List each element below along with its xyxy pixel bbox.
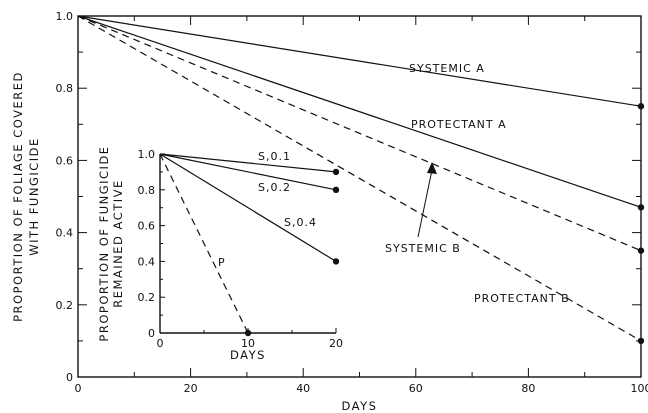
series-line: [77, 15, 642, 252]
y-axis-title-line2: WITH FUNGICIDE: [27, 137, 41, 256]
y-tick-label: 0.2: [56, 299, 74, 312]
y-axis-title-line1: PROPORTION OF FOLIAGE COVERED: [11, 71, 25, 322]
series-endpoint: [637, 204, 645, 211]
inset-x-axis-title: DAYS: [230, 348, 266, 362]
inset-series-endpoint: [332, 186, 340, 193]
inset-x-tick-label: 10: [241, 337, 255, 350]
x-tick-label: 20: [184, 382, 198, 395]
inset-y-tick-label: 0.4: [138, 255, 156, 268]
inset-series-label: S,0.4: [284, 216, 317, 229]
y-tick-label: 0.8: [56, 82, 74, 95]
inset-y-axis-title-line1: PROPORTION OF FUNGICIDE: [97, 145, 111, 341]
y-tick-label: 1.0: [56, 10, 74, 23]
inset-y-tick-label: 0.8: [138, 184, 156, 197]
x-tick-label: 80: [521, 382, 535, 395]
inset-y-tick-label: 1.0: [138, 148, 156, 161]
x-tick-label: 60: [409, 382, 423, 395]
series-endpoint: [637, 103, 645, 110]
series-label: PROTECTANT A: [411, 118, 507, 131]
x-axis-title: DAYS: [342, 399, 378, 413]
series-label: SYSTEMIC B: [385, 242, 461, 255]
inset-y-axis-title-line2: REMAINED ACTIVE: [111, 179, 125, 308]
x-tick-label: 100: [631, 382, 648, 395]
inset-series-label: P: [218, 256, 226, 269]
inset-series-line: [159, 153, 337, 191]
main-chart: 02040608010000.20.40.60.81.0DAYSPROPORTI…: [11, 10, 648, 413]
inset-series-line: [159, 153, 337, 262]
series-endpoint: [637, 337, 645, 345]
y-tick-label: 0.4: [56, 227, 74, 240]
inset-y-tick-label: 0: [148, 327, 155, 340]
inset-series-endpoint: [332, 168, 340, 176]
series-endpoint: [637, 247, 645, 254]
inset-series-label: S,0.1: [258, 150, 291, 163]
x-tick-label: 40: [296, 382, 310, 395]
series-line: [77, 15, 642, 107]
series-line: [77, 15, 642, 342]
inset-y-tick-label: 0.6: [138, 220, 156, 233]
series-label: PROTECTANT B: [474, 292, 570, 305]
y-tick-label: 0.6: [56, 154, 74, 167]
inset-series-label: S,0.2: [258, 181, 291, 194]
inset-series-endpoint: [332, 258, 340, 265]
inset-x-tick-label: 20: [329, 337, 343, 350]
systemic-b-arrow-head: [427, 162, 437, 174]
inset-y-tick-label: 0.2: [138, 291, 156, 304]
systemic-b-arrow-shaft: [417, 169, 433, 238]
inset-series-line: [159, 153, 249, 334]
series-line: [77, 15, 642, 208]
plot-frame: [77, 15, 642, 378]
inset-series-line: [159, 153, 337, 173]
inset-chart: 0 10 20 0 0.2 0.4 0.6 0.8 1.0 DAYS PROPORTION OF F…: [97, 145, 343, 362]
series-label: SYSTEMIC A: [409, 62, 485, 75]
y-tick-label: 0: [66, 371, 73, 384]
x-tick-label: 0: [75, 382, 82, 395]
inset-series-endpoint: [244, 329, 252, 337]
inset-x-tick-label: 0: [157, 337, 164, 350]
